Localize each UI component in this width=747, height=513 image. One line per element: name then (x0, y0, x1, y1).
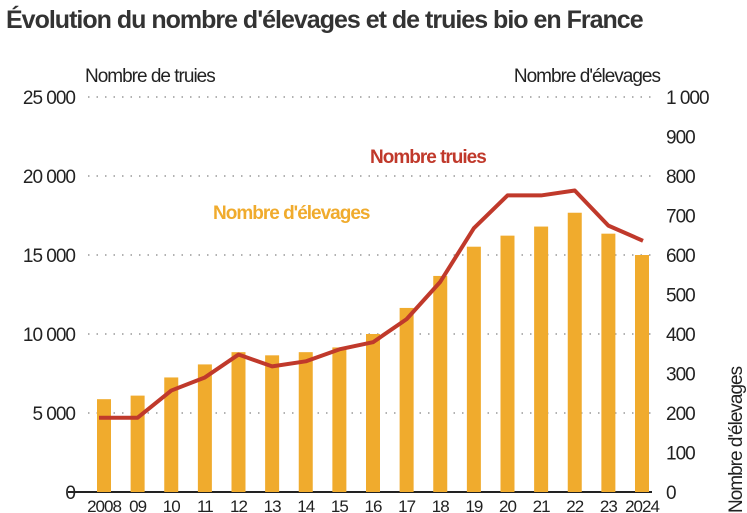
x-tick-label: 14 (297, 497, 314, 513)
bar-2024 (635, 255, 649, 492)
left-tick-label: 20 000 (23, 167, 76, 188)
x-tick-label: 13 (264, 497, 281, 513)
x-tick-label: 11 (197, 497, 213, 513)
right-tick-label: 700 (666, 207, 695, 228)
x-tick-label: 10 (163, 497, 180, 513)
right-tick-label: 100 (666, 444, 695, 465)
left-tick-label: 15 000 (23, 246, 76, 267)
left-tick-label: 5 000 (32, 404, 75, 425)
right-tick-label: 200 (666, 404, 695, 425)
bar-18 (433, 275, 448, 492)
x-tick-label: 17 (398, 497, 415, 513)
bar-17 (399, 307, 414, 492)
right-tick-label: 800 (666, 167, 695, 188)
right-tick-label: 400 (666, 325, 695, 346)
bar-14 (298, 352, 313, 492)
right-tick-label: 600 (666, 246, 695, 267)
x-tick-label: 16 (365, 497, 382, 513)
left-tick-label: 0 (65, 483, 75, 504)
right-axis-label: Nombre d'élevages (514, 66, 661, 87)
bar-15 (332, 347, 347, 492)
x-tick-label: 12 (230, 497, 247, 513)
bar-13 (265, 355, 280, 492)
right-tick-label: 900 (666, 128, 695, 149)
x-tick-label: 15 (331, 497, 348, 513)
bar-21 (534, 226, 549, 492)
x-tick-label: 2008 (87, 497, 121, 513)
x-tick-label: 21 (533, 497, 550, 513)
right-tick-label: 300 (666, 365, 695, 386)
bar-10 (164, 377, 179, 492)
bar-19 (466, 246, 481, 492)
right-tick-label: 1 000 (666, 88, 709, 109)
x-tick-label: 09 (129, 497, 146, 513)
right-tick-label: 500 (666, 286, 695, 307)
bar-09 (130, 395, 145, 492)
legend-truies: Nombre truies (370, 147, 486, 168)
bar-20 (500, 235, 515, 492)
bar-2008 (97, 399, 111, 492)
bar-11 (197, 364, 212, 492)
left-tick-label: 10 000 (23, 325, 76, 346)
left-tick-label: 25 000 (23, 88, 76, 109)
line-truies (99, 188, 644, 420)
legend-elevages: Nombre d'élevages (213, 203, 370, 224)
x-tick-label: 19 (465, 497, 482, 513)
bar-22 (567, 212, 582, 493)
bar-16 (366, 334, 380, 492)
right-tick-label: 0 (666, 483, 676, 504)
x-tick-label: 22 (566, 497, 583, 513)
bar-23 (601, 233, 616, 493)
x-tick-label: 23 (600, 497, 617, 513)
x-tick-label: 2024 (625, 497, 659, 513)
right-side-label: Nombre d'élevages (726, 366, 747, 513)
left-axis-label: Nombre de truies (85, 66, 215, 87)
chart-title: Évolution du nombre d'élevages et de tru… (6, 6, 644, 34)
x-tick-label: 18 (432, 497, 449, 513)
bar-12 (231, 352, 246, 492)
x-tick-label: 20 (499, 497, 516, 513)
